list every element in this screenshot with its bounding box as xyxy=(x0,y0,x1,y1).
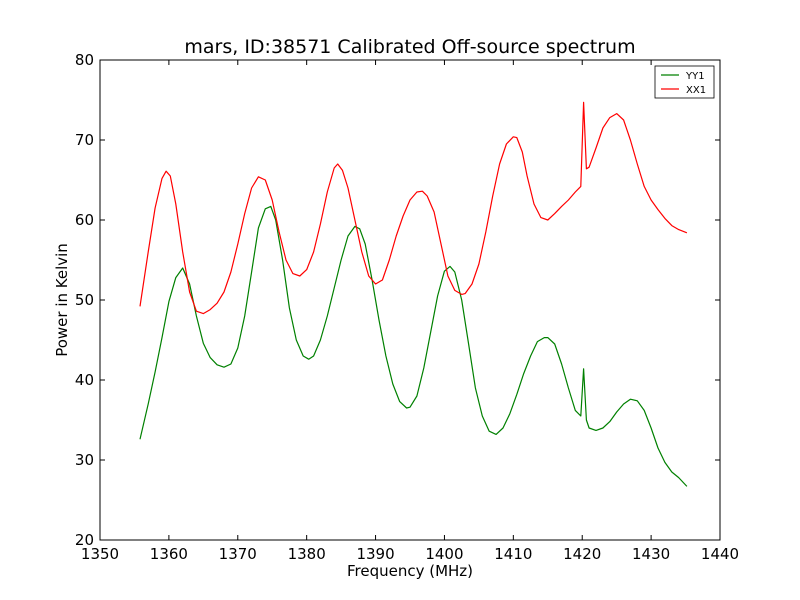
legend-box xyxy=(654,65,715,99)
series-line-yy1 xyxy=(139,205,688,487)
x-tick-label: 1400 xyxy=(425,545,463,563)
chart-title: mars, ID:38571 Calibrated Off-source spe… xyxy=(184,36,635,58)
y-tick-label: 40 xyxy=(75,371,94,389)
y-tick-label: 70 xyxy=(75,131,94,149)
series-line-xx1 xyxy=(139,101,688,315)
x-tick-label: 1380 xyxy=(288,545,326,563)
x-tick-label: 1440 xyxy=(701,545,739,563)
x-tick-label: 1390 xyxy=(356,545,394,563)
x-tick-label: 1370 xyxy=(219,545,257,563)
x-tick-label: 1420 xyxy=(563,545,601,563)
series-layer xyxy=(139,101,688,487)
legend-label-xx1: XX1 xyxy=(686,85,706,96)
y-tick-label: 30 xyxy=(75,451,94,469)
y-axis-label: Power in Kelvin xyxy=(53,243,71,357)
x-tick-label: 1410 xyxy=(494,545,532,563)
axis-ticks: 1350 1360 1370 1380 1390 1400 1410 1420 1430 1440… xyxy=(75,51,739,563)
axes-frame xyxy=(99,59,721,541)
y-tick-label: 20 xyxy=(75,531,94,549)
y-tick-label: 80 xyxy=(75,51,94,69)
y-tick-label: 60 xyxy=(75,211,94,229)
legend-label-yy1: YY1 xyxy=(685,71,705,82)
x-axis-label: Frequency (MHz) xyxy=(347,562,473,580)
x-tick-label: 1350 xyxy=(81,545,119,563)
x-tick-label: 1360 xyxy=(150,545,188,563)
y-tick-label: 50 xyxy=(75,291,94,309)
x-tick-label: 1430 xyxy=(632,545,670,563)
